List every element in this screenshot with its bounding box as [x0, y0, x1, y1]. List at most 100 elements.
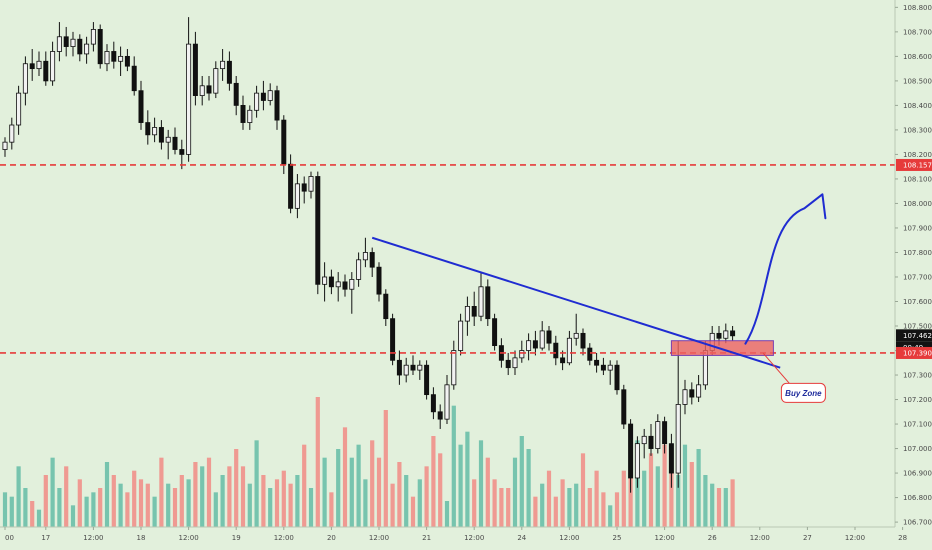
candle-body [396, 359, 402, 376]
price-tick-label: 107.200 [903, 396, 932, 404]
candle-body [580, 332, 586, 349]
volume-bar [404, 475, 409, 527]
time-tick-label: 12:00 [369, 534, 389, 542]
candle-body [138, 90, 144, 123]
price-tick-label: 106.800 [903, 494, 932, 502]
volume-bar [703, 475, 708, 527]
candle-body [560, 357, 566, 364]
volume-bar [574, 483, 579, 527]
time-tick-label: 25 [613, 534, 622, 542]
projection-arrow[interactable] [744, 193, 827, 345]
price-tick-label: 107.800 [903, 249, 932, 257]
time-tick-label: 12:00 [559, 534, 579, 542]
price-tick-label: 108.800 [903, 4, 932, 12]
candle-body [451, 350, 457, 386]
volume-bar [166, 483, 171, 527]
volume-bar [288, 483, 293, 527]
volume-bar [315, 397, 320, 527]
volume-bar [50, 457, 55, 527]
volume-bar [254, 440, 259, 527]
price-axis[interactable]: 108.800 108.700 108.600 108.500 108.400 108.3… [894, 0, 932, 527]
volume-bar [234, 449, 239, 527]
volume-bar [458, 444, 463, 527]
volume-bar [220, 475, 225, 527]
candle-body [315, 176, 321, 285]
drawings[interactable]: Buy Zone [371, 193, 827, 403]
volume-bar [329, 492, 334, 527]
volume-bar [308, 488, 314, 527]
candle-body [192, 43, 198, 96]
support-price-label-bg [896, 346, 932, 359]
candle-body [478, 286, 484, 317]
volume-bar [540, 483, 545, 527]
volume-bar [587, 488, 592, 527]
candle-body [369, 252, 375, 268]
volume-bar [716, 488, 722, 527]
price-tick-label: 108.000 [903, 200, 932, 208]
volume-bar [580, 453, 586, 527]
volume-bar [655, 466, 660, 527]
volume-bars [2, 397, 735, 527]
candle-body [349, 279, 355, 290]
candle-body [308, 176, 314, 192]
volume-bar [648, 453, 654, 527]
candle-body [655, 421, 661, 449]
candle-body [648, 435, 654, 449]
price-tick-label: 107.900 [903, 224, 932, 232]
volume-bar [200, 466, 205, 527]
volume-bar [193, 462, 198, 527]
volume-bar [342, 427, 348, 527]
volume-bar [669, 470, 674, 527]
volume-bar [30, 501, 35, 527]
candle-body [70, 38, 76, 47]
volume-bar [410, 496, 416, 527]
candle-body [356, 259, 362, 280]
buy-zone-callout[interactable] [780, 382, 826, 403]
candle-body [22, 63, 28, 94]
candle-body [485, 286, 491, 320]
time-tick-label: 12:00 [464, 534, 484, 542]
candle-body [682, 389, 688, 405]
candle-body [84, 43, 90, 55]
candle-body [233, 82, 239, 106]
price-tick-label: 107.300 [903, 372, 932, 380]
candle-body [662, 421, 668, 445]
candle-body [417, 364, 423, 371]
candle-body [641, 435, 647, 445]
price-tick-label: 108.400 [903, 102, 932, 110]
buy-zone-rectangle[interactable] [670, 340, 774, 356]
candle-body [675, 404, 681, 474]
candle-body [723, 330, 729, 339]
volume-bar [676, 475, 681, 527]
volume-bar [302, 444, 307, 527]
candle-body [362, 252, 368, 261]
candle-body [186, 43, 192, 155]
resistance-price-label-bg [896, 158, 932, 171]
volume-bar [206, 457, 212, 527]
candle-body [492, 318, 498, 347]
time-tick-label: 21 [422, 534, 431, 542]
candle-body [36, 60, 42, 70]
volume-bar [642, 470, 647, 527]
volume-bar [356, 444, 361, 527]
price-tick-label: 108.300 [903, 126, 932, 134]
time-tick-label: 12:00 [179, 534, 199, 542]
candle-body [254, 92, 260, 111]
candle-body [376, 266, 382, 295]
volume-bar [438, 453, 443, 527]
trendline[interactable] [371, 236, 781, 369]
candle-body [322, 276, 328, 285]
candle-body [118, 55, 124, 62]
current-price-label-bg [896, 329, 932, 342]
candle-body [124, 55, 130, 67]
volume-bar [36, 509, 42, 527]
candle-body [539, 330, 545, 349]
volume-bar [512, 457, 518, 527]
volume-bar [485, 457, 490, 527]
volume-bar [145, 483, 150, 527]
time-axis[interactable]: 00 17 12:00 18 12:00 19 12:00 20 12:00 21 12:00 24 1… [0, 526, 932, 550]
resistance-price-label: 108.157 [903, 161, 932, 169]
candle-body [628, 423, 634, 479]
